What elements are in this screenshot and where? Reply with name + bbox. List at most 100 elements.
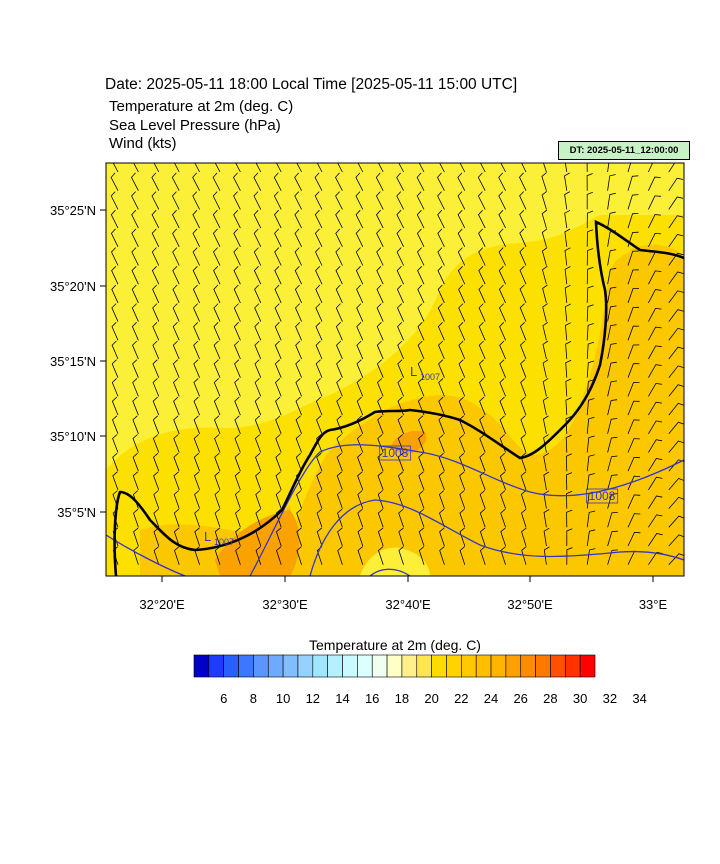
wind-barb xyxy=(295,303,302,322)
wind-barb xyxy=(254,322,262,341)
wind-barb xyxy=(668,402,684,416)
wind-barb xyxy=(192,247,200,266)
wind-barb xyxy=(356,415,364,434)
wind-barb xyxy=(586,304,594,322)
wind-barb xyxy=(586,473,595,490)
isobar-label: 1008 xyxy=(382,446,409,460)
wind-barb xyxy=(586,416,595,434)
wind-barb xyxy=(377,490,384,509)
wind-barb xyxy=(541,190,548,210)
low-pressure-marker: L xyxy=(204,529,211,544)
wind-barb xyxy=(543,509,550,528)
wind-barb xyxy=(173,508,180,528)
wind-barb xyxy=(607,399,618,416)
wind-barb xyxy=(648,270,662,285)
wind-barb xyxy=(479,527,486,547)
wind-barb xyxy=(668,534,684,547)
wind-barb xyxy=(377,527,384,547)
wind-barb xyxy=(315,340,323,360)
wind-barb xyxy=(459,163,466,173)
wind-barb xyxy=(376,340,384,360)
wind-barb xyxy=(355,172,364,191)
wind-barb xyxy=(274,303,282,322)
wind-barb xyxy=(295,415,302,434)
wind-barb xyxy=(192,209,200,229)
wind-barb xyxy=(437,209,445,229)
wind-barb xyxy=(607,267,617,285)
wind-barb xyxy=(499,303,506,322)
wind-barb xyxy=(607,455,618,472)
wind-barb xyxy=(234,490,241,509)
wind-barb xyxy=(294,172,302,191)
wind-barb xyxy=(234,434,241,453)
wind-barb xyxy=(173,452,180,472)
wind-barb xyxy=(438,471,445,491)
wind-barb xyxy=(477,172,486,191)
wind-barb xyxy=(586,529,596,547)
wind-barb xyxy=(586,191,593,210)
wind-barb xyxy=(356,340,364,360)
wind-barb xyxy=(478,266,486,285)
wind-barb xyxy=(131,172,139,191)
wind-barb xyxy=(397,378,404,397)
wind-barb xyxy=(335,322,343,341)
wind-barb xyxy=(377,378,384,397)
temperature-colorbar: 6 8 10 12 14 16 18 20 22 24 26 28 30 32 34 xyxy=(193,654,647,706)
wind-barb xyxy=(607,512,618,528)
wind-barb xyxy=(131,266,139,285)
colorbar-title: Temperature at 2m (deg. C) xyxy=(309,637,481,653)
latitude-label: 35°20'N xyxy=(50,279,96,294)
wind-barb xyxy=(173,527,180,547)
wind-barb xyxy=(648,326,662,341)
wind-barb xyxy=(152,284,160,304)
wind-barb xyxy=(437,172,445,191)
wind-barb xyxy=(131,191,139,210)
low-pressure-value: 1007 xyxy=(420,372,440,382)
wind-barb xyxy=(173,434,180,453)
wind-barb xyxy=(214,163,221,173)
wind-barb xyxy=(648,476,663,491)
wind-barb xyxy=(627,288,640,304)
wind-barb xyxy=(521,527,527,547)
wind-barb xyxy=(499,396,506,416)
colorbar-labels: 6 8 10 12 14 16 18 20 22 24 26 28 30 32 34 xyxy=(220,691,647,706)
wind-barb xyxy=(668,177,684,191)
wind-barb xyxy=(153,471,160,491)
low-pressure-marker: L xyxy=(410,364,417,379)
wind-barb xyxy=(564,266,571,285)
wind-barb xyxy=(153,546,160,565)
wind-barb xyxy=(376,266,384,285)
wind-barb xyxy=(335,303,343,322)
wind-barb xyxy=(253,266,262,285)
wind-barb xyxy=(565,453,572,472)
wind-barb xyxy=(194,508,200,528)
wind-barb xyxy=(133,546,139,565)
wind-barb xyxy=(111,378,119,397)
wind-barb xyxy=(173,415,180,434)
wind-barb xyxy=(152,359,160,378)
wind-barb xyxy=(111,303,119,322)
wind-barb xyxy=(275,396,282,416)
wind-barb xyxy=(274,209,282,229)
wind-barb xyxy=(439,163,445,173)
wind-barb xyxy=(192,228,200,247)
wind-barb xyxy=(668,384,684,397)
wind-barb xyxy=(519,172,527,191)
wind-barb xyxy=(132,396,139,416)
wind-barb xyxy=(586,398,595,416)
wind-barb xyxy=(316,471,323,491)
subtitle-wind: Wind (kts) xyxy=(109,135,177,152)
wind-barb xyxy=(235,163,241,173)
wind-barb xyxy=(337,163,343,173)
wind-barb xyxy=(519,191,527,210)
colorbar-swatch xyxy=(223,654,239,678)
longitude-axis: 32°20'E 32°30'E 32°40'E 32°50'E 33°E xyxy=(139,576,667,612)
wind-barb xyxy=(438,415,445,434)
wind-barb xyxy=(355,191,364,210)
wind-barb xyxy=(459,452,466,472)
colorbar-tick-label: 22 xyxy=(454,691,468,706)
wind-barb xyxy=(627,194,639,210)
wind-barb xyxy=(478,303,486,322)
wind-barb xyxy=(396,284,404,304)
isobar-label: 1008 xyxy=(589,489,616,503)
